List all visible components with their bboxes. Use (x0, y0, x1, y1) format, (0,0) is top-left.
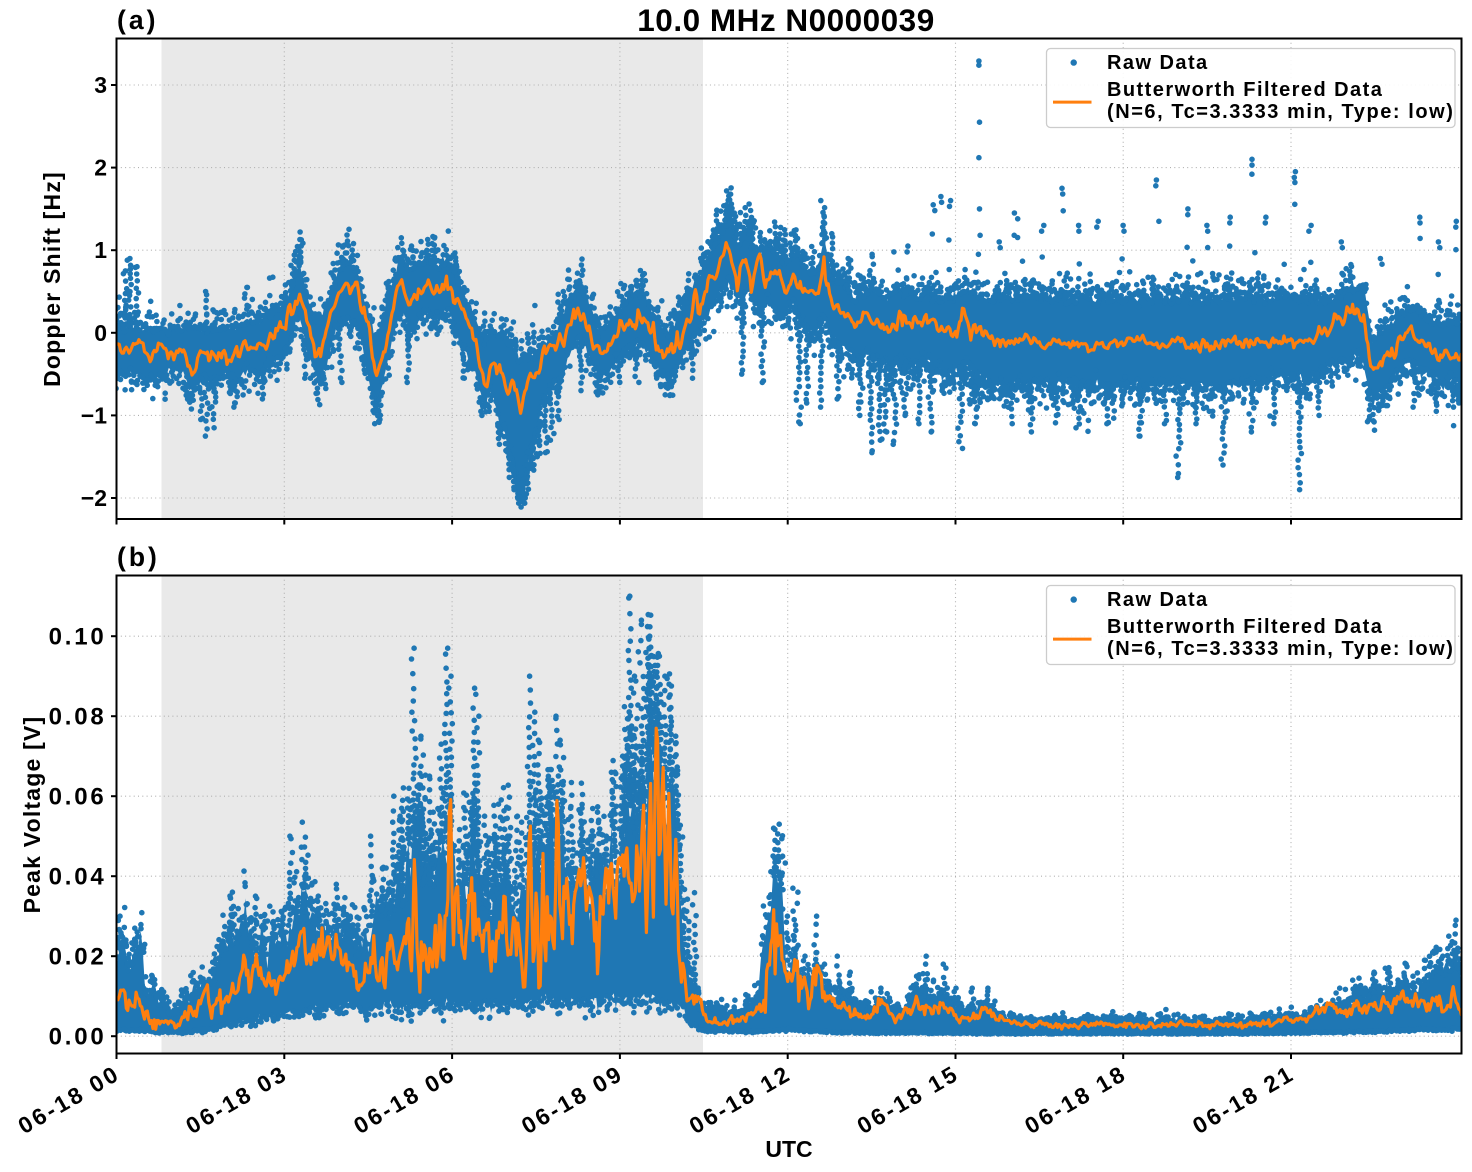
svg-text:−1: −1 (81, 402, 107, 428)
svg-text:2: 2 (94, 155, 107, 181)
svg-text:(N=6, Tc=3.3333 min, Type: low: (N=6, Tc=3.3333 min, Type: low) (1107, 101, 1454, 123)
svg-text:UTC: UTC (765, 1136, 812, 1162)
svg-text:Raw Data: Raw Data (1107, 52, 1209, 74)
svg-text:0.10: 0.10 (49, 624, 107, 651)
svg-text:0.04: 0.04 (49, 864, 107, 891)
svg-text:Butterworth Filtered Data: Butterworth Filtered Data (1107, 616, 1383, 638)
svg-text:0.06: 0.06 (49, 784, 107, 811)
svg-text:(b): (b) (117, 542, 160, 572)
svg-text:Butterworth Filtered Data: Butterworth Filtered Data (1107, 79, 1383, 101)
svg-text:(a): (a) (117, 5, 158, 35)
svg-text:(N=6, Tc=3.3333 min, Type: low: (N=6, Tc=3.3333 min, Type: low) (1107, 638, 1454, 660)
svg-text:Raw Data: Raw Data (1107, 589, 1209, 611)
svg-text:3: 3 (94, 72, 107, 98)
svg-text:−2: −2 (81, 485, 107, 511)
svg-text:0.00: 0.00 (49, 1024, 107, 1051)
svg-text:10.0 MHz N0000039: 10.0 MHz N0000039 (637, 2, 934, 38)
svg-text:0.08: 0.08 (49, 704, 107, 731)
svg-text:0.02: 0.02 (49, 944, 107, 971)
svg-text:1: 1 (94, 237, 107, 263)
svg-text:0: 0 (94, 320, 107, 346)
svg-text:Doppler Shift [Hz]: Doppler Shift [Hz] (39, 171, 65, 387)
svg-text:Peak Voltage [V]: Peak Voltage [V] (19, 716, 45, 914)
